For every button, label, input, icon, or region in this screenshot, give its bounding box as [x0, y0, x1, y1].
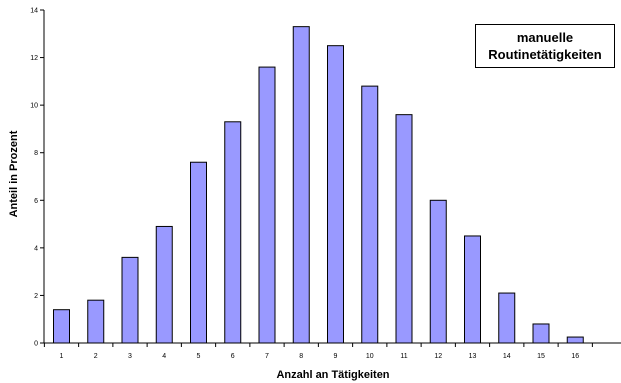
- x-tick-label: 16: [571, 353, 579, 360]
- x-tick-label: 2: [94, 353, 98, 360]
- x-tick-label: 10: [366, 353, 374, 360]
- bar-14: [498, 292, 516, 344]
- y-axis-title: Anteil in Prozent: [8, 130, 20, 217]
- x-axis: 1 2 3 4 5 6 7 8 9 10 11 12 13 14 15 16: [43, 342, 621, 360]
- x-tick-label: 15: [537, 353, 545, 360]
- x-tick-label: 14: [503, 353, 511, 360]
- legend-line-2: Routinetätigkeiten: [488, 47, 602, 62]
- x-tick-label: 1: [60, 353, 64, 360]
- bar-13: [464, 235, 481, 344]
- x-tick-label: 11: [400, 353, 407, 360]
- x-tick-label: 4: [162, 353, 166, 360]
- bar-2: [87, 299, 105, 344]
- legend-box: manuelle Routinetätigkeiten: [475, 24, 615, 68]
- y-tick-label: 14: [30, 8, 38, 15]
- bar-16: [566, 336, 584, 344]
- bar-5: [190, 161, 207, 344]
- x-tick-label: 6: [231, 353, 235, 360]
- x-tick-label: 13: [469, 353, 477, 360]
- y-axis: 0 2 4 6 8 10 12 14: [30, 8, 45, 348]
- bar-10: [361, 85, 379, 344]
- x-tick-label: 7: [265, 353, 269, 360]
- y-tick-label: 10: [30, 103, 38, 110]
- y-tick-label: 12: [30, 55, 38, 62]
- y-tick-label: 4: [34, 245, 38, 252]
- bar-6: [224, 121, 242, 344]
- bars: [53, 26, 584, 344]
- bar-1: [53, 309, 70, 344]
- x-tick-label: 9: [334, 353, 338, 360]
- bar-7: [258, 66, 276, 344]
- bar-11: [395, 114, 413, 344]
- bar-8: [292, 26, 310, 344]
- bar-3: [121, 256, 139, 344]
- bar-4: [155, 225, 173, 344]
- x-axis-title: Anzahl an Tätigkeiten: [276, 369, 389, 381]
- x-tick-label: 3: [128, 353, 132, 360]
- y-tick-label: 6: [34, 198, 38, 205]
- x-tick-label: 12: [434, 353, 442, 360]
- x-tick-label: 5: [197, 353, 201, 360]
- y-tick-label: 8: [34, 150, 38, 157]
- x-tick-label: 8: [299, 353, 303, 360]
- y-tick-label: 2: [34, 293, 38, 300]
- bar-12: [429, 199, 447, 344]
- legend-line-1: manuelle: [516, 30, 574, 45]
- y-tick-label: 0: [34, 341, 38, 348]
- bar-9: [327, 45, 344, 344]
- bar-15: [532, 323, 550, 344]
